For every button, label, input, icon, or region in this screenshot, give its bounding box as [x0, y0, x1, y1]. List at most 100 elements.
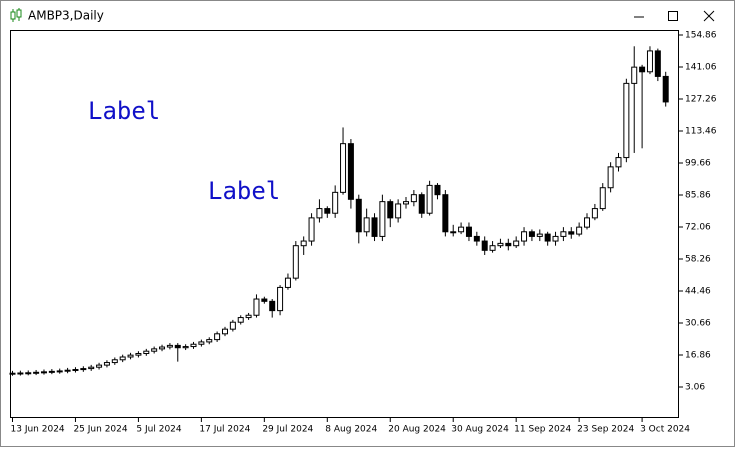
candle-body — [418, 194, 425, 214]
maximize-button[interactable] — [668, 11, 678, 21]
candle-body — [198, 341, 205, 345]
candle-body — [111, 359, 118, 364]
candle-body — [473, 235, 480, 242]
candle-body — [17, 372, 24, 375]
x-tick-label: 29 Jul 2024 — [262, 425, 313, 435]
candle-body — [371, 217, 378, 237]
candle-body — [355, 198, 362, 233]
candle-body — [221, 328, 228, 335]
label-object[interactable]: Label — [208, 177, 280, 205]
candle-body — [182, 346, 189, 349]
y-tick-label: 16.86 — [685, 350, 711, 360]
window-title: AMBP3,Daily — [28, 9, 104, 23]
candle-body — [166, 344, 173, 348]
y-tick-label: 99.66 — [685, 159, 711, 169]
candle-body — [96, 364, 103, 368]
candle-body — [410, 194, 417, 203]
candle-body — [151, 348, 158, 352]
candle-body — [48, 370, 55, 373]
candle-body — [119, 356, 126, 361]
x-tick-label: 30 Aug 2024 — [451, 425, 509, 435]
candle-body — [662, 75, 669, 103]
candle-body — [465, 226, 472, 237]
candle-body — [332, 191, 339, 214]
x-tick-label: 3 Oct 2024 — [640, 425, 690, 435]
x-tick-label: 11 Sep 2024 — [514, 425, 571, 435]
candle-body — [340, 143, 347, 193]
candle-body — [316, 208, 323, 219]
candle-body — [9, 372, 16, 375]
candle-body — [127, 354, 134, 358]
candle-body — [229, 321, 236, 330]
candle-body — [64, 369, 71, 372]
label-object[interactable]: Label — [88, 97, 160, 125]
candle-body — [576, 226, 583, 235]
y-tick-label: 58.26 — [685, 255, 711, 265]
candle-body — [536, 233, 543, 237]
chart-frame — [10, 30, 679, 418]
candle-body — [395, 203, 402, 219]
candle-body — [324, 208, 331, 214]
candle-body — [292, 245, 299, 279]
candle-body — [639, 66, 646, 73]
candle-body — [363, 217, 370, 233]
candle-body — [253, 298, 260, 316]
candle-body — [387, 201, 394, 219]
candle-body — [72, 369, 79, 372]
x-tick-label: 13 Jun 2024 — [11, 425, 65, 435]
candle-body — [174, 344, 181, 349]
x-tick-label: 25 Jun 2024 — [73, 425, 127, 435]
y-tick-label: 113.46 — [685, 127, 717, 137]
candle-body — [584, 217, 591, 228]
y-tick-label: 127.26 — [685, 95, 717, 105]
candle-body — [552, 235, 559, 242]
candle-body — [426, 184, 433, 214]
candle-body — [489, 245, 496, 251]
candle-body — [481, 240, 488, 251]
candle-body — [300, 240, 307, 247]
candle-body — [261, 298, 268, 302]
candle-body — [379, 201, 386, 237]
x-tick-label: 20 Aug 2024 — [388, 425, 446, 435]
y-tick-label: 85.86 — [685, 191, 711, 201]
candle-body — [206, 339, 213, 343]
candle-body — [631, 66, 638, 84]
candle-body — [544, 233, 551, 242]
candle-body — [25, 372, 32, 375]
candle-body — [623, 82, 630, 159]
candle-body — [80, 368, 87, 371]
candle-body — [103, 362, 110, 366]
close-button[interactable] — [703, 10, 715, 22]
candle-body — [40, 371, 47, 374]
candle-body — [135, 353, 142, 356]
candle-body — [450, 231, 457, 234]
candle-body — [308, 217, 315, 242]
candle-body — [560, 231, 567, 237]
y-tick-label: 154.86 — [685, 31, 717, 41]
candle-body — [403, 201, 409, 205]
candle-body — [591, 208, 598, 219]
candle-body — [505, 242, 512, 247]
candle-body — [513, 240, 520, 247]
candle-body — [347, 143, 354, 200]
candle-body — [646, 50, 653, 73]
candle-body — [284, 277, 291, 288]
candle-body — [599, 187, 606, 210]
candle-body — [245, 314, 252, 319]
y-tick-label: 3.06 — [685, 382, 705, 392]
candle-body — [214, 333, 221, 341]
candle-body — [56, 370, 63, 373]
candle-body — [654, 50, 661, 77]
candle-body — [277, 286, 284, 312]
candle-body — [33, 371, 40, 374]
x-tick-label: 8 Aug 2024 — [325, 425, 377, 435]
y-tick-label: 72.06 — [685, 223, 711, 233]
candle-body — [568, 231, 575, 235]
candle-body — [442, 194, 449, 233]
candle-body — [88, 366, 95, 370]
x-tick-label: 5 Jul 2024 — [136, 425, 181, 435]
x-tick-label: 23 Sep 2024 — [577, 425, 634, 435]
candle-body — [237, 317, 244, 323]
candle-body — [607, 166, 614, 189]
